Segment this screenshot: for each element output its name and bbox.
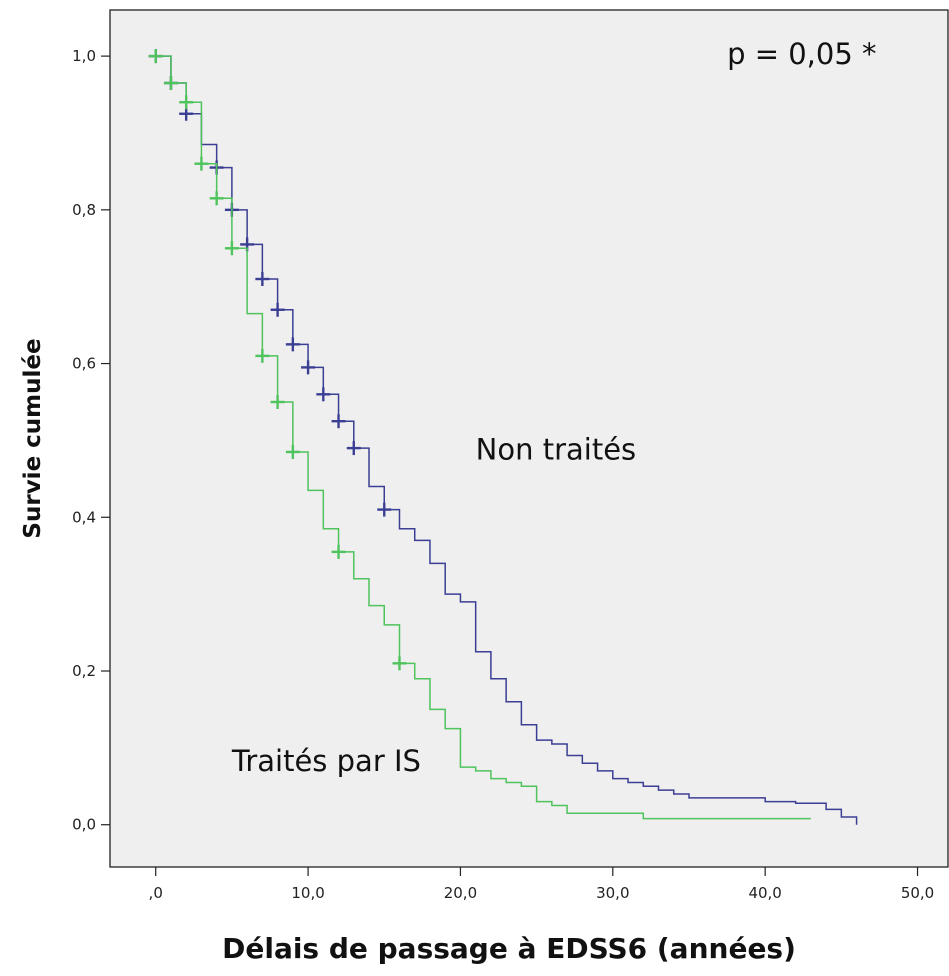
annotation-2: Non traités <box>476 433 636 467</box>
y-tick-label: 0,4 <box>72 508 96 526</box>
censor-mark <box>255 272 270 287</box>
censor-mark <box>255 348 270 363</box>
y-tick-label: 0,8 <box>72 201 96 219</box>
series-layer <box>148 49 858 825</box>
x-tick-label: 40,0 <box>748 884 781 902</box>
y-tick-label: 1,0 <box>72 47 96 65</box>
censor-mark <box>331 544 346 559</box>
x-tick-label: 10,0 <box>291 884 324 902</box>
x-tick-label: 20,0 <box>444 884 477 902</box>
y-axis: 0,0 0,2 0,4 0,6 0,8 1,0 <box>72 47 110 834</box>
y-tick-label: 0,2 <box>72 662 96 680</box>
y-axis-title: Survie cumulée <box>20 338 46 538</box>
censor-mark <box>224 241 239 256</box>
censor-mark <box>148 49 163 64</box>
x-axis: ,0 10,0 20,0 30,0 40,0 50,0 <box>149 867 934 902</box>
censor-mark <box>179 95 194 110</box>
x-tick-label: 30,0 <box>596 884 629 902</box>
censor-mark <box>194 156 209 171</box>
y-tick-label: 0,6 <box>72 355 96 373</box>
annotation-layer: p = 0,05 * Non traités Traités par IS <box>231 37 877 778</box>
censor-mark <box>316 387 331 402</box>
annotation-3: Traités par IS <box>231 744 421 778</box>
censor-mark <box>346 441 361 456</box>
censor-mark <box>392 656 407 671</box>
censor-mark <box>285 444 300 459</box>
y-tick-label: 0,0 <box>72 816 96 834</box>
censor-mark <box>301 360 316 375</box>
survival-curve-2 <box>155 55 811 820</box>
x-axis-title: Délais de passage à EDSS6 (années) <box>222 932 796 965</box>
annotation-1: p = 0,05 * <box>727 37 876 71</box>
x-tick-label: 50,0 <box>901 884 934 902</box>
x-tick-label: ,0 <box>149 884 163 902</box>
censor-mark <box>209 191 224 206</box>
censor-mark <box>163 76 178 91</box>
censor-mark <box>270 302 285 317</box>
censor-mark <box>285 337 300 352</box>
censor-mark <box>377 502 392 517</box>
censor-mark <box>331 414 346 429</box>
censor-mark <box>270 394 285 409</box>
